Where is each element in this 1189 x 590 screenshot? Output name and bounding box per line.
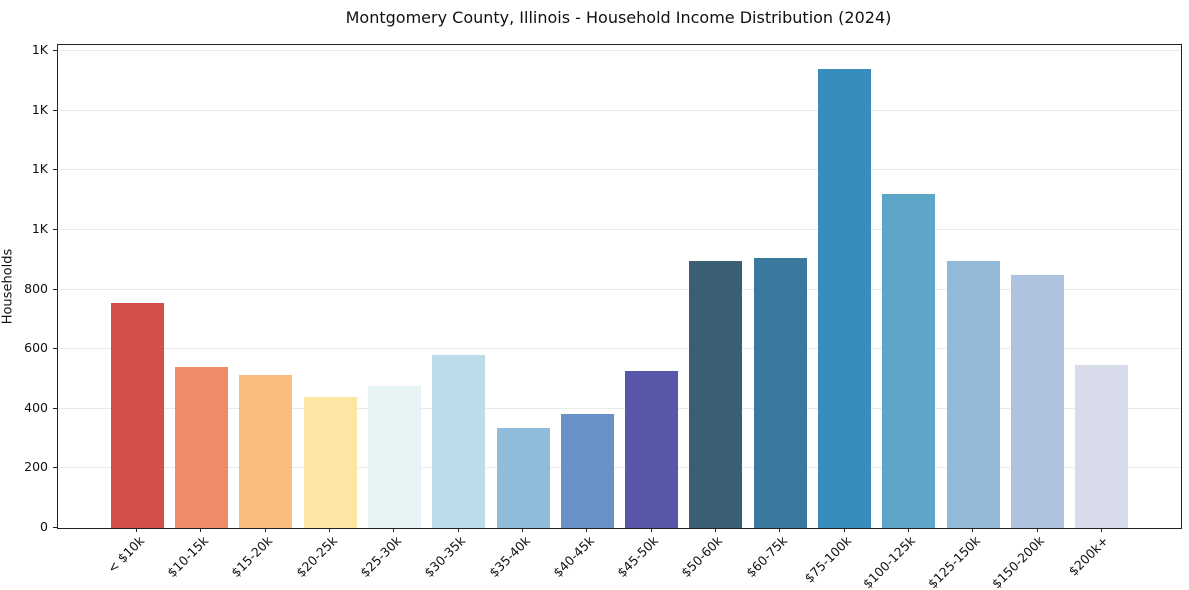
bar-group <box>684 45 748 528</box>
x-tick-mark <box>1100 528 1102 532</box>
bar-group <box>877 45 941 528</box>
x-tick-mark <box>714 528 716 532</box>
bar-$50-60k <box>689 260 743 528</box>
bar-group <box>555 45 619 528</box>
bar-$10-15k <box>174 367 228 528</box>
x-tick-mark <box>522 528 524 532</box>
bar-$75-100k <box>818 69 872 528</box>
bar-group <box>362 45 426 528</box>
gridline <box>58 288 1181 290</box>
y-tick-mark <box>53 527 57 528</box>
y-tick-mark <box>53 407 57 409</box>
x-tick-mark <box>393 528 395 532</box>
y-tick-label: 1K <box>31 42 48 58</box>
gridline <box>58 229 1181 231</box>
bar-group <box>298 45 362 528</box>
x-tick-mark <box>136 528 138 532</box>
gridline <box>58 109 1181 111</box>
y-tick-label: 1K <box>31 221 48 237</box>
bar-group <box>1070 45 1134 528</box>
y-tick-label: 1K <box>31 161 48 177</box>
gridline <box>58 50 1181 52</box>
y-tick-mark <box>53 50 57 52</box>
x-tick-mark <box>586 528 588 532</box>
bar-group <box>748 45 812 528</box>
y-tick-label: 400 <box>24 399 48 415</box>
x-tick-mark <box>329 528 331 532</box>
bar-group <box>105 45 169 528</box>
gridline <box>58 407 1181 409</box>
x-tick-mark <box>264 528 266 532</box>
y-tick-mark <box>53 348 57 350</box>
y-tick-mark <box>53 467 57 469</box>
bars-container <box>58 45 1181 528</box>
y-tick-mark <box>53 169 57 171</box>
y-tick-label: 0 <box>40 519 48 534</box>
bar-group <box>491 45 555 528</box>
y-tick-label: 800 <box>24 280 48 296</box>
x-tick-label: $200k+ <box>1065 533 1112 579</box>
y-tick-mark <box>53 229 57 231</box>
bar-group <box>234 45 298 528</box>
bar-$45-50k <box>625 370 679 528</box>
y-tick-label: 600 <box>24 340 48 356</box>
y-tick-mark <box>53 109 57 111</box>
bar-$200k+ <box>1075 365 1129 528</box>
bar-$30-35k <box>432 355 486 528</box>
y-tick-label: 200 <box>24 459 48 475</box>
x-tick-mark <box>779 528 781 532</box>
chart-title: Montgomery County, Illinois - Household … <box>345 8 892 27</box>
bar-group <box>620 45 684 528</box>
bar-$35-40k <box>496 427 550 528</box>
bar-group <box>169 45 233 528</box>
bar-$25-30k <box>367 385 421 528</box>
gridline <box>58 348 1181 350</box>
plot-area <box>57 44 1182 529</box>
bar-$40-45k <box>560 414 614 528</box>
x-tick-mark <box>907 528 909 532</box>
bar-$60-75k <box>753 258 807 528</box>
y-tick-label: 1K <box>31 101 48 117</box>
bar-group <box>941 45 1005 528</box>
bar-$20-25k <box>303 396 357 528</box>
bar-group <box>812 45 876 528</box>
x-tick-mark <box>843 528 845 532</box>
gridline <box>58 467 1181 469</box>
bar-$150-200k <box>1011 275 1065 528</box>
x-tick-mark <box>650 528 652 532</box>
bar-$100-125k <box>882 193 936 528</box>
bar-$15-20k <box>239 374 293 528</box>
bar-group <box>1005 45 1069 528</box>
x-tick-mark <box>1036 528 1038 532</box>
x-tick-mark <box>972 528 974 532</box>
bar-group <box>427 45 491 528</box>
x-tick-mark <box>200 528 202 532</box>
gridline <box>58 169 1181 171</box>
bar-$125-150k <box>946 260 1000 528</box>
y-tick-mark <box>53 288 57 290</box>
x-tick-mark <box>457 528 459 532</box>
bar-< $10k <box>110 303 164 528</box>
